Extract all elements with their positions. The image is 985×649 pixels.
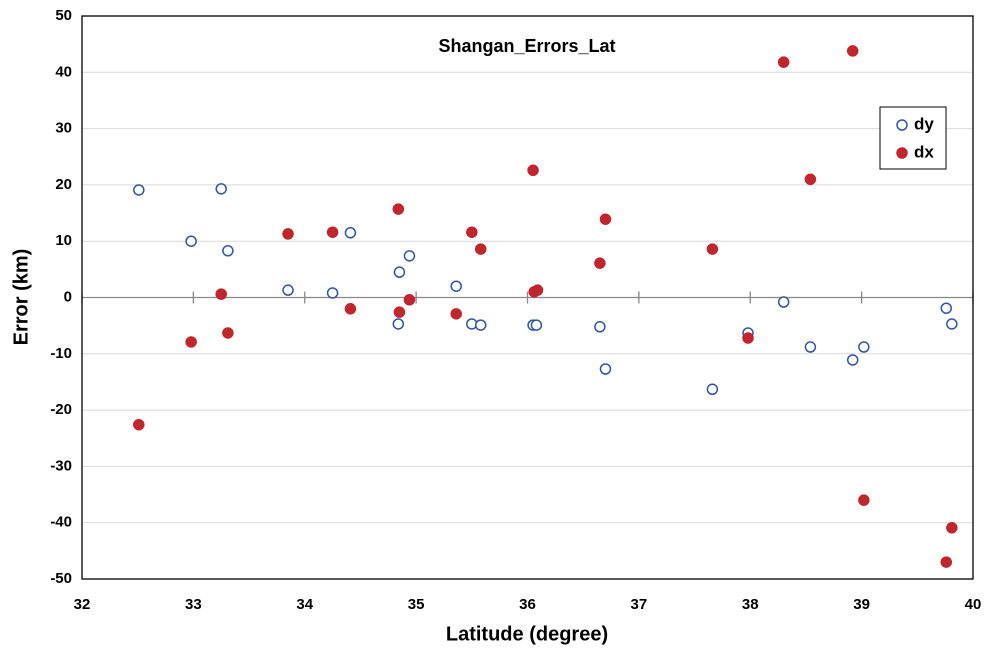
point xyxy=(393,266,406,278)
legend-label: dy xyxy=(914,114,934,133)
x-axis-label: Latitude (degree) xyxy=(446,623,608,645)
point xyxy=(185,336,197,348)
point xyxy=(393,306,406,318)
point xyxy=(527,164,539,177)
legend-marker xyxy=(896,147,908,159)
point xyxy=(282,228,294,240)
point xyxy=(185,235,197,247)
point xyxy=(804,341,817,353)
point xyxy=(344,303,357,315)
point xyxy=(804,173,817,186)
point xyxy=(403,250,416,262)
point xyxy=(326,287,339,299)
y-axis-label: Error (km) xyxy=(10,249,32,346)
point xyxy=(946,318,958,330)
point xyxy=(474,243,487,255)
y-tick-label: 20 xyxy=(55,176,72,193)
point xyxy=(706,383,719,396)
x-tick-label: 39 xyxy=(853,596,870,613)
legend-label: dx xyxy=(914,142,934,161)
point xyxy=(858,341,870,353)
point xyxy=(215,183,227,195)
point xyxy=(222,245,234,257)
point xyxy=(133,184,145,196)
x-tick-label: 33 xyxy=(185,596,202,613)
point xyxy=(594,321,606,333)
point xyxy=(403,294,416,306)
chart-title: Shangan_Errors_Lat xyxy=(438,36,615,56)
legend-box xyxy=(879,106,947,170)
point xyxy=(940,302,953,314)
point xyxy=(530,319,543,331)
point xyxy=(474,319,487,331)
plot-frame xyxy=(81,15,974,580)
y-tick-label: 50 xyxy=(55,7,72,24)
point xyxy=(706,243,719,255)
point xyxy=(531,284,544,296)
point xyxy=(940,556,953,568)
point xyxy=(777,56,790,68)
point xyxy=(594,257,606,269)
point xyxy=(392,203,405,215)
y-tick-label: -50 xyxy=(50,570,72,587)
x-tick-label: 40 xyxy=(965,596,982,613)
point xyxy=(466,226,478,238)
x-tick-label: 34 xyxy=(296,596,313,613)
x-tick-label: 32 xyxy=(74,596,91,613)
point xyxy=(846,45,859,57)
x-tick-label: 36 xyxy=(519,596,536,613)
y-tick-label: -40 xyxy=(50,514,72,531)
point xyxy=(846,354,859,366)
x-tick-label: 35 xyxy=(408,596,425,613)
x-tick-label: 38 xyxy=(742,596,759,613)
point xyxy=(742,332,754,344)
point xyxy=(858,494,870,506)
x-tick-label: 37 xyxy=(631,596,648,613)
point xyxy=(344,227,357,239)
y-tick-label: -20 xyxy=(50,401,72,418)
point xyxy=(599,213,612,225)
y-tick-label: 40 xyxy=(55,63,72,80)
y-tick-label: 0 xyxy=(64,288,72,305)
point xyxy=(222,327,234,339)
y-tick-label: 30 xyxy=(55,120,72,137)
point xyxy=(133,418,145,431)
y-tick-label: 10 xyxy=(55,232,72,249)
point xyxy=(450,280,462,292)
y-tick-label: -30 xyxy=(50,457,72,474)
point xyxy=(392,318,405,330)
point xyxy=(599,363,612,375)
point xyxy=(777,296,790,308)
point xyxy=(215,288,227,300)
point xyxy=(450,308,462,320)
y-tick-label: -10 xyxy=(50,345,72,362)
point xyxy=(282,284,294,296)
point xyxy=(326,226,339,238)
legend-marker xyxy=(896,119,908,131)
point xyxy=(946,522,958,534)
